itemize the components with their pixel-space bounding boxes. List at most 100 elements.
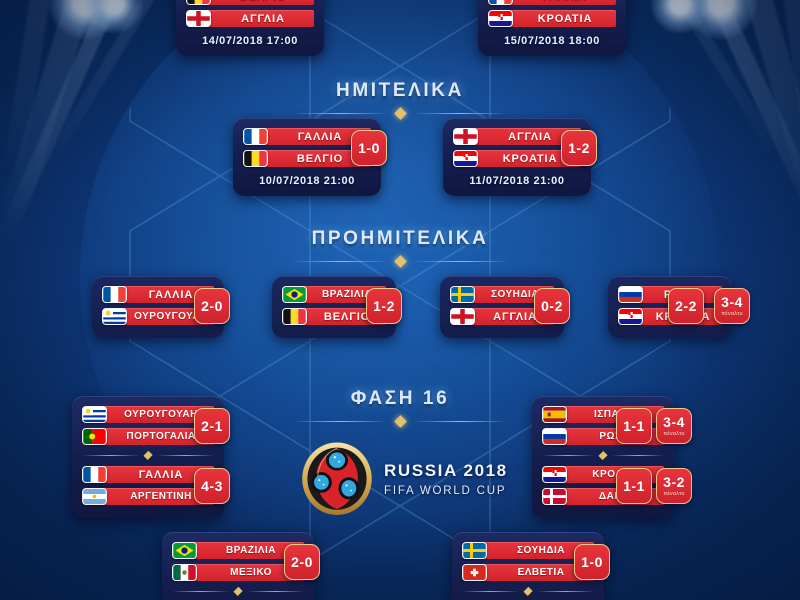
- penalty-value: 3-4: [663, 413, 685, 430]
- penalty-score: 3-2 πέναλτυ: [656, 467, 692, 504]
- teams: ΒΡΑΖΙΛΙΑ ΒΕΛΓΙΟ 1-2: [282, 285, 402, 326]
- diamond-icon: [233, 586, 243, 597]
- team-name: ΚΡΟΑΤΙΑ: [592, 469, 639, 480]
- team-name: ΔΑΝΙΑ: [599, 491, 633, 502]
- match-score: 1-0: [574, 543, 610, 580]
- flag-mexico: [172, 564, 197, 581]
- round-title-quarterfinals: ΠΡΟΗΜΙΤΕΛΙΚΑ: [0, 228, 800, 268]
- team-name: ΟΥΡΟΥΓΟΥΑΗ: [124, 409, 198, 420]
- teams: ΓΑΛΛΙΑ ΚΡΟΑΤΙΑ: [488, 0, 616, 28]
- team-name: ΓΑΛΛΙΑ: [543, 0, 587, 3]
- score-value: 4-3: [201, 477, 223, 494]
- score-value: 1-0: [358, 139, 380, 156]
- match-score: 2-1: [194, 407, 230, 444]
- round16-bottom-left-group[interactable]: ΒΡΑΖΙΛΙΑ ΜΕΞΙΚΟ 2-0 ΒΕΛΓΙΟ: [162, 532, 320, 600]
- quarterfinal-match-1[interactable]: ΓΑΛΛΙΑ ΟΥΡΟΥΓΟΥΑΗ 2-0: [92, 276, 230, 338]
- team-row-home: ΓΑΛΛΙΑ: [243, 127, 371, 146]
- title-rule: [0, 107, 800, 120]
- team-name: ΒΕΛΓΙΟ: [296, 152, 344, 165]
- team-name: ΓΑΛΛΙΑ: [148, 288, 194, 301]
- flag-france: [488, 0, 513, 5]
- flag-croatia: [488, 10, 513, 27]
- team-row-away: ΕΛΒΕΤΙΑ: [462, 563, 594, 582]
- team-name: ΚΡΟΑΤΙΑ: [537, 12, 593, 25]
- flag-uruguay: [102, 308, 127, 325]
- team-row-away: ΚΡΟΑΤΙΑ: [453, 149, 581, 168]
- semifinal-match-2[interactable]: ΑΓΓΛΙΑ ΚΡΟΑΤΙΑ 1-2 11/07/2018 21:00: [443, 118, 597, 196]
- flag-england: [453, 128, 478, 145]
- team-name-bar: ΓΑΛΛΙΑ: [102, 466, 214, 483]
- round16-right-group[interactable]: ΙΣΠΑΝΙΑ ΡΩΣΙΑ 1-1 3-4 πέναλτυ ΚΡΟΑΤΙΑ ΔΑ…: [532, 396, 692, 518]
- logo-line-2: FIFA WORLD CUP: [384, 485, 507, 497]
- team-name-bar: ΕΛΒΕΤΙΑ: [482, 564, 594, 581]
- team-row-away: ΠΟΡΤΟΓΑΛΙΑ: [82, 427, 214, 446]
- round-title-round16: ΦΑΣΗ 16: [0, 388, 800, 428]
- quarterfinal-match-2[interactable]: ΒΡΑΖΙΛΙΑ ΒΕΛΓΙΟ 1-2: [272, 276, 402, 338]
- team-name: ΒΡΑΖΙΛΙΑ: [226, 545, 276, 556]
- match-date: 14/07/2018 17:00: [202, 35, 298, 47]
- team-name-bar: ΚΡΟΑΤΙΑ: [508, 10, 616, 27]
- team-name-bar: ΠΟΡΤΟΓΑΛΙΑ: [102, 428, 214, 445]
- score-value: 2-0: [291, 553, 313, 570]
- team-row-home: ΒΕΛΓΙΟ: [186, 0, 314, 6]
- title-rule: [0, 415, 800, 428]
- team-name-bar: ΑΓΓΛΙΑ: [473, 128, 581, 145]
- match-separator: [542, 450, 664, 461]
- final-match-left[interactable]: ΒΕΛΓΙΟ ΑΓΓΛΙΑ 14/07/2018 17:00: [176, 0, 324, 56]
- flag-sweden: [450, 286, 475, 303]
- teams-match-1: ΒΡΑΖΙΛΙΑ ΜΕΞΙΚΟ 2-0: [172, 541, 320, 582]
- team-row-home: ΓΑΛΛΙΑ: [102, 285, 214, 304]
- match-score: 0-2: [534, 287, 570, 324]
- diamond-icon: [393, 255, 407, 268]
- teams: ΡΩΣΙΑ ΚΡΟΑΤΙΑ 2-2 3-4 πέναλτυ: [618, 285, 750, 326]
- match-score: 4-3: [194, 467, 230, 504]
- teams-match-1: ΣΟΥΗΔΙΑ ΕΛΒΕΤΙΑ 1-0: [462, 541, 610, 582]
- round16-left-group[interactable]: ΟΥΡΟΥΓΟΥΑΗ ΠΟΡΤΟΓΑΛΙΑ 2-1 ΓΑΛΛΙΑ ΑΡΓΕΝΤΙ…: [72, 396, 230, 518]
- quarterfinal-match-4[interactable]: ΡΩΣΙΑ ΚΡΟΑΤΙΑ 2-2 3-4 πέναλτυ: [608, 276, 750, 338]
- flag-russia: [618, 286, 643, 303]
- teams: ΣΟΥΗΔΙΑ ΑΓΓΛΙΑ 0-2: [450, 285, 570, 326]
- team-name: ΙΣΠΑΝΙΑ: [594, 409, 638, 420]
- semifinal-match-1[interactable]: ΓΑΛΛΙΑ ΒΕΛΓΙΟ 1-0 10/07/2018 21:00: [233, 118, 387, 196]
- teams: ΑΓΓΛΙΑ ΚΡΟΑΤΙΑ 1-2: [453, 127, 597, 168]
- team-name: ΑΓΓΛΙΑ: [493, 310, 537, 323]
- flag-denmark: [542, 488, 567, 505]
- match-score: 1-1: [616, 407, 652, 444]
- score-value: 2-0: [201, 297, 223, 314]
- team-name-bar: ΟΥΡΟΥΓΟΥΑΗ: [102, 406, 214, 423]
- flag-uruguay: [82, 406, 107, 423]
- team-name-bar: ΚΡΟΑΤΙΑ: [473, 150, 581, 167]
- flag-england: [186, 10, 211, 27]
- match-score: 2-2: [668, 287, 704, 324]
- world-cup-trophy-ball-icon: [300, 438, 374, 516]
- team-name: ΚΡΟΑΤΙΑ: [502, 152, 558, 165]
- logo-text: RUSSIA 2018 FIFA WORLD CUP: [384, 457, 508, 497]
- teams: ΓΑΛΛΙΑ ΒΕΛΓΙΟ 1-0: [243, 127, 387, 168]
- penalty-value: 3-2: [663, 473, 685, 490]
- flag-brazil: [172, 542, 197, 559]
- match-score: 1-0: [351, 129, 387, 166]
- team-name: ΜΕΞΙΚΟ: [230, 567, 272, 578]
- team-row-away: ΑΓΓΛΙΑ: [450, 307, 554, 326]
- flag-portugal: [82, 428, 107, 445]
- penalty-value: 3-4: [721, 293, 743, 310]
- flag-sweden: [462, 542, 487, 559]
- team-row-away: ΟΥΡΟΥΓΟΥΑΗ: [102, 307, 214, 326]
- teams-match-2: ΓΑΛΛΙΑ ΑΡΓΕΝΤΙΝΗ 4-3: [82, 465, 230, 506]
- flag-switzerland: [462, 564, 487, 581]
- team-row-home: ΣΟΥΗΔΙΑ: [462, 541, 594, 560]
- quarterfinal-match-3[interactable]: ΣΟΥΗΔΙΑ ΑΓΓΛΙΑ 0-2: [440, 276, 570, 338]
- team-name: ΣΟΥΗΔΙΑ: [516, 545, 566, 556]
- team-name-bar: ΓΑΛΛΙΑ: [122, 286, 214, 303]
- round-label: ΠΡΟΗΜΙΤΕΛΙΚΑ: [311, 228, 489, 249]
- flag-croatia: [618, 308, 643, 325]
- diamond-icon: [393, 107, 407, 120]
- final-match-right[interactable]: ΓΑΛΛΙΑ ΚΡΟΑΤΙΑ 15/07/2018 18:00: [478, 0, 626, 56]
- penalty-label: πέναλτυ: [721, 310, 743, 317]
- flag-belgium: [243, 150, 268, 167]
- flag-russia: [542, 428, 567, 445]
- team-name-bar: ΜΕΞΙΚΟ: [192, 564, 304, 581]
- round16-bottom-right-group[interactable]: ΣΟΥΗΔΙΑ ΕΛΒΕΤΙΑ 1-0 ΚΟΛΟΜΒΙΑ: [452, 532, 610, 600]
- team-row-home: ΓΑΛΛΙΑ: [488, 0, 616, 6]
- teams-match-2: ΚΡΟΑΤΙΑ ΔΑΝΙΑ 1-1 3-2 πέναλτυ: [542, 465, 692, 506]
